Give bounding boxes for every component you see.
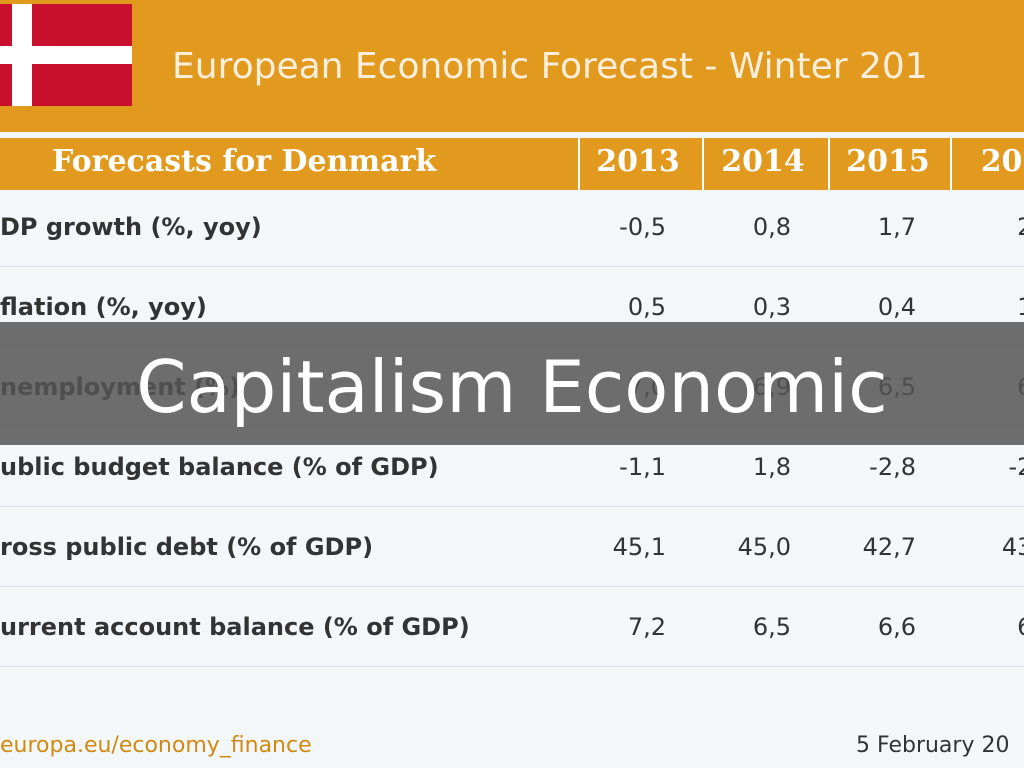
cell-value: 42,7 [862, 533, 916, 561]
cell-value: 45,1 [612, 533, 666, 561]
cell-value: 43, [1001, 533, 1024, 561]
cell-value: 6, [940, 613, 1024, 641]
header-title: European Economic Forecast - Winter 201 [172, 46, 928, 87]
cell-value: 1, [940, 293, 1024, 321]
cell-value: 7,2 [627, 613, 666, 641]
row-label: DP growth (%, yoy) [0, 213, 262, 241]
column-separator [702, 138, 704, 190]
table-header [0, 138, 1024, 190]
date: 5 February 20 [856, 733, 1010, 758]
overlay-band [0, 322, 1024, 445]
source: europa.eu/economy_finance [0, 733, 312, 758]
flag [0, 4, 132, 106]
row-label: ross public debt (% of GDP) [0, 533, 374, 561]
column-separator [578, 138, 580, 190]
row-label: flation (%, yoy) [0, 293, 207, 321]
row-line [0, 666, 1024, 667]
cell-value: 2, [940, 213, 1024, 241]
cell-value: 0,3 [752, 293, 791, 321]
cell-value: 6,6 [877, 613, 916, 641]
column-header: 201 [980, 144, 1024, 179]
cell-value: 1,7 [877, 213, 916, 241]
column-header: 2015 [846, 144, 930, 179]
source-text: europa.eu/economy_finance [0, 733, 312, 758]
header-bar [0, 0, 1024, 132]
cell-value: 45,0 [737, 533, 791, 561]
row-label: urrent account balance (% of GDP) [0, 613, 470, 641]
row-line [0, 266, 1024, 267]
row-label: ublic budget balance (% of GDP) [0, 453, 439, 481]
caption: Capitalism Economic [136, 345, 888, 429]
table-title: Forecasts for Denmark [52, 144, 437, 179]
column-separator [828, 138, 830, 190]
cell-value: -0,5 [619, 213, 666, 241]
cell-value: 0,5 [627, 293, 666, 321]
column-separator [950, 138, 952, 190]
cell-value: -2,8 [869, 453, 916, 481]
column-header: 2013 [596, 144, 680, 179]
row-line [0, 586, 1024, 587]
row-line [0, 506, 1024, 507]
cell-value: -1,1 [619, 453, 666, 481]
cell-value: 0,8 [752, 213, 791, 241]
cell-value: 1,8 [752, 453, 791, 481]
cell-value: -2, [1008, 453, 1024, 481]
cell-value: 0,4 [877, 293, 916, 321]
cell-value: 6,5 [752, 613, 791, 641]
column-header: 2014 [721, 144, 805, 179]
